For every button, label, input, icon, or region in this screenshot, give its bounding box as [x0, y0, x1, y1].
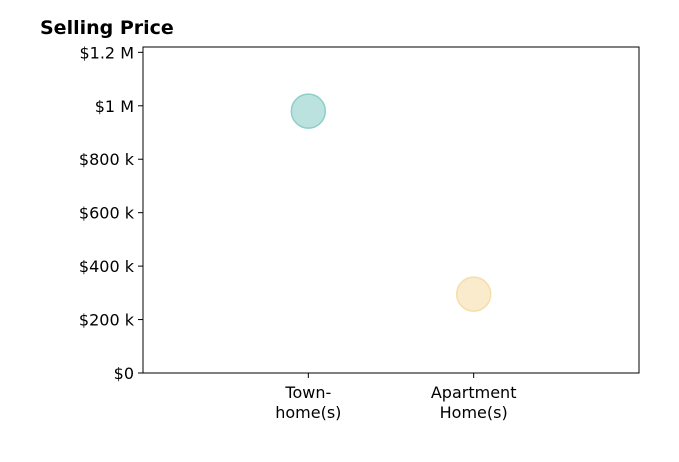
- data-point: [290, 93, 327, 129]
- y-tick-label: $800 k: [79, 150, 135, 169]
- x-tick-label: Apartment: [431, 383, 517, 402]
- chart-title: Selling Price: [40, 17, 174, 39]
- x-tick-label: home(s): [275, 403, 341, 422]
- y-tick-label: $400 k: [79, 257, 135, 276]
- y-axis: $0 $200 k $400 k $600 k $800 k $1 M $1.2 M: [79, 43, 143, 383]
- y-tick-label: $1.2 M: [79, 43, 134, 62]
- y-tick-label: $600 k: [79, 204, 135, 223]
- y-tick-label: $0: [114, 364, 134, 383]
- y-tick-label: $200 k: [79, 311, 135, 330]
- data-point: [455, 276, 492, 312]
- data-points: [290, 93, 492, 312]
- plot-area-frame: [142, 46, 640, 374]
- y-tick-label: $1 M: [95, 97, 134, 116]
- x-tick-label: Town-: [284, 383, 331, 402]
- x-tick-label: Home(s): [440, 403, 508, 422]
